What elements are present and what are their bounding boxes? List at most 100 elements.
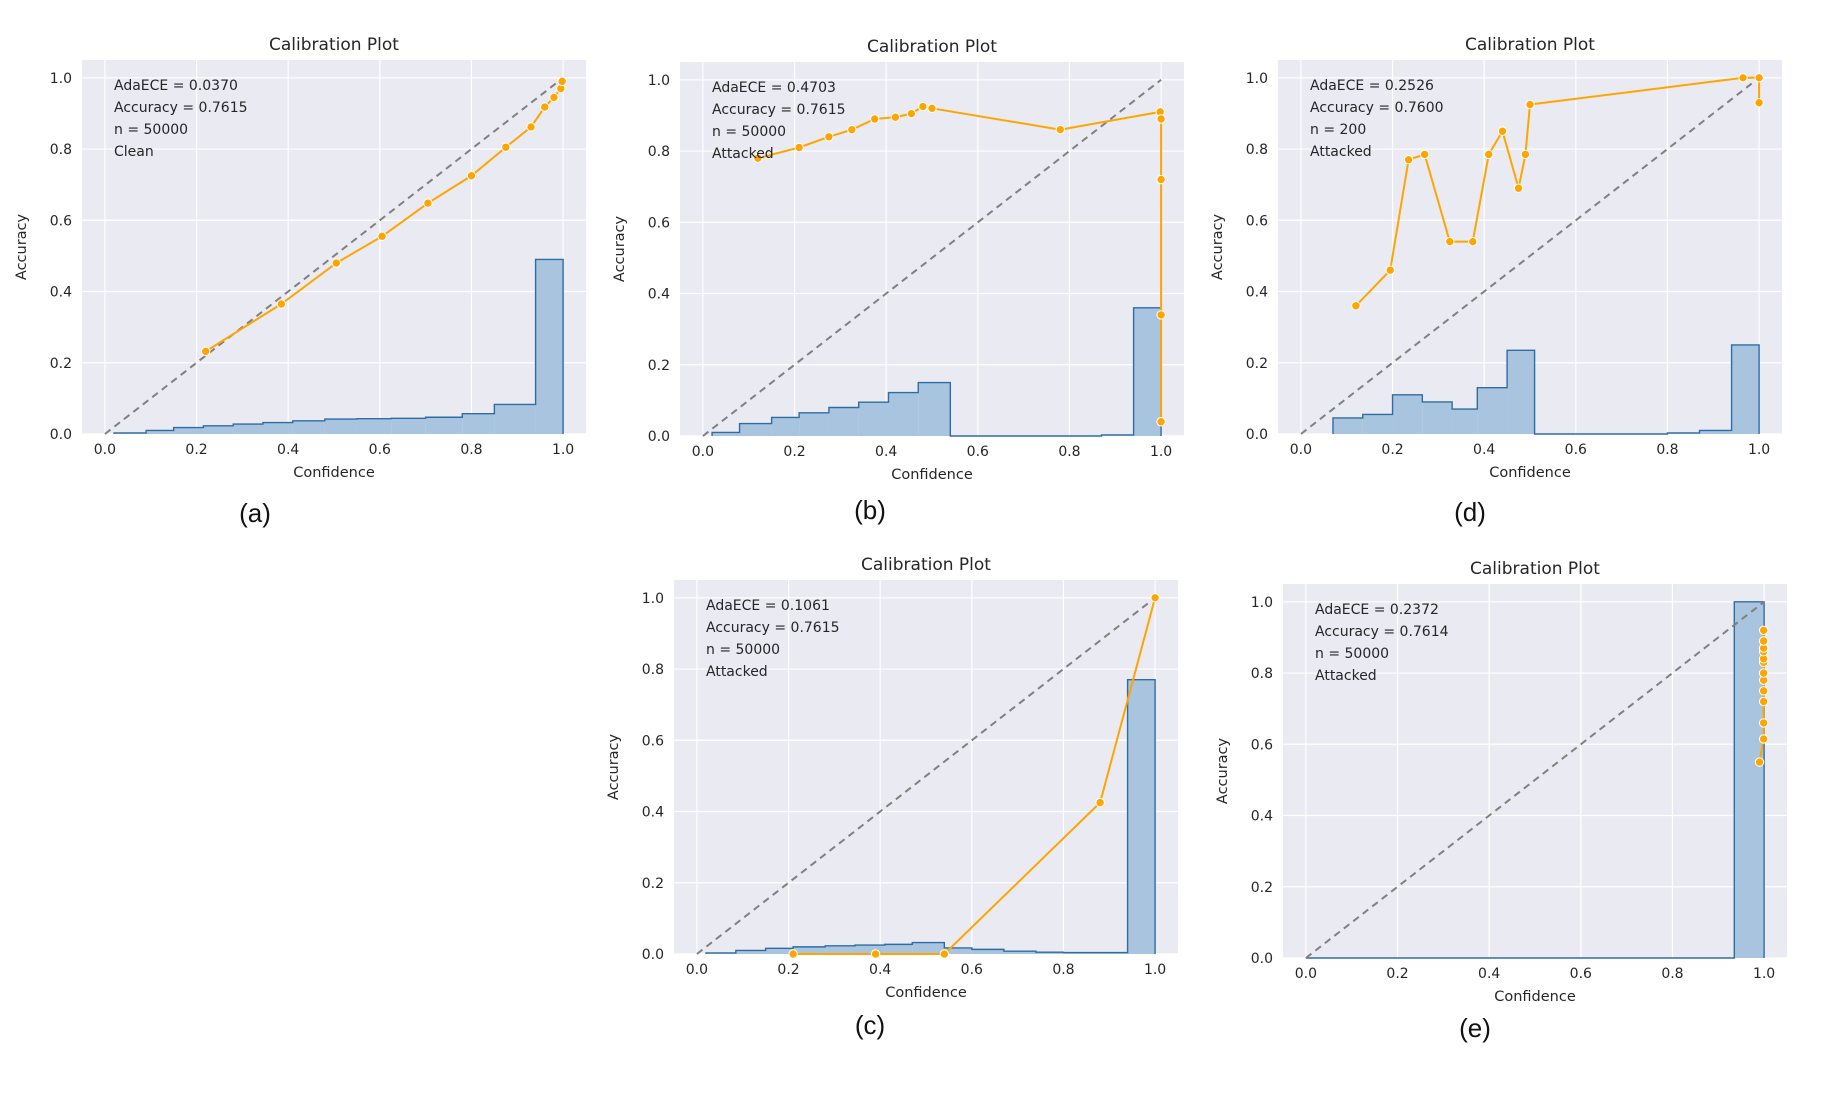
- metric-annotation: Accuracy = 0.7600: [1310, 100, 1444, 116]
- reliability-point: [540, 102, 550, 112]
- x-tick-label: 0.0: [1295, 966, 1317, 982]
- histogram-bar: [735, 950, 766, 954]
- metric-annotation: Accuracy = 0.7615: [114, 100, 248, 116]
- reliability-point: [276, 299, 287, 309]
- y-axis-label: Accuracy: [612, 215, 628, 282]
- reliability-point: [1419, 149, 1430, 160]
- histogram-bar: [1362, 414, 1393, 434]
- histogram-bar: [971, 949, 1004, 954]
- reliability-point: [927, 103, 937, 114]
- y-axis-label: Accuracy: [1210, 213, 1226, 280]
- reliability-point: [1484, 149, 1494, 160]
- reliability-point: [1468, 236, 1478, 247]
- reliability-point: [1403, 155, 1414, 165]
- reliability-point: [1758, 734, 1769, 744]
- y-axis-label: Accuracy: [1215, 737, 1231, 804]
- x-tick-label: 0.2: [185, 442, 207, 458]
- subfigure-caption: (b): [854, 495, 886, 525]
- reliability-point: [824, 132, 834, 142]
- reliability-point: [1754, 98, 1764, 108]
- metric-annotation: Accuracy = 0.7615: [712, 102, 846, 118]
- y-axis-label: Accuracy: [606, 733, 622, 800]
- plot-area: [82, 60, 586, 434]
- reliability-point: [753, 153, 763, 163]
- reliability-point: [906, 108, 917, 119]
- histogram-bar: [203, 425, 234, 434]
- chart-title: Calibration Plot: [861, 555, 991, 575]
- histogram-bar: [712, 432, 740, 436]
- metric-annotation: AdaECE = 0.4703: [712, 80, 836, 96]
- x-tick-label: 0.8: [1058, 444, 1080, 460]
- metric-annotation: AdaECE = 0.2372: [1315, 602, 1439, 618]
- x-tick-label: 0.2: [1386, 966, 1408, 982]
- histogram-bar: [324, 419, 357, 434]
- reliability-point: [1758, 668, 1769, 678]
- y-tick-label: 1.0: [648, 73, 670, 89]
- reliability-point: [466, 171, 477, 181]
- histogram-bar: [146, 430, 174, 434]
- x-tick-label: 0.0: [686, 962, 708, 978]
- x-tick-label: 0.4: [1473, 442, 1495, 458]
- reliability-point: [1525, 99, 1535, 110]
- y-tick-label: 0.0: [1246, 427, 1268, 443]
- reliability-point: [847, 124, 857, 135]
- reliability-point: [1758, 686, 1769, 696]
- histogram-bar: [1035, 952, 1064, 954]
- histogram-bar: [1003, 951, 1036, 954]
- chart-panel-c: 0.0 0.2 0.4 0.6 0.8 1.0 0.0 0.2 0.4 0.6 0.8 1.0 AdaE…: [600, 540, 1200, 1010]
- chart-title: Calibration Plot: [1470, 559, 1600, 579]
- chart-panel-d: 0.0 0.2 0.4 0.6 0.8 1.0 0.0 0.2 0.4 0.6 0.8 1.0 AdaE…: [1200, 20, 1800, 490]
- reliability-point: [1351, 301, 1361, 311]
- x-tick-label: 0.2: [783, 444, 805, 460]
- reliability-point: [1156, 310, 1166, 320]
- y-tick-label: 0.6: [1246, 213, 1268, 229]
- y-tick-label: 0.4: [1251, 809, 1273, 825]
- histogram-bar: [356, 418, 392, 434]
- chart-panel-e: 0.0 0.2 0.4 0.6 0.8 1.0 0.0 0.2 0.4 0.6 0.8 1.0 AdaE…: [1200, 540, 1800, 1010]
- x-tick-label: 0.6: [1570, 966, 1592, 982]
- histogram-outline: [705, 679, 1156, 954]
- reliability-point: [890, 112, 901, 122]
- chart-svg-e: 0.0 0.2 0.4 0.6 0.8 1.0 0.0 0.2 0.4 0.6 0.8 1.0 AdaE…: [1215, 559, 1787, 1005]
- y-tick-label: 0.4: [1246, 285, 1268, 301]
- y-tick-label: 0.2: [1246, 356, 1268, 372]
- x-tick-label: 1.0: [1748, 442, 1770, 458]
- histogram-bar: [825, 945, 855, 954]
- histogram-bar: [765, 948, 794, 954]
- y-tick-label: 0.4: [642, 805, 664, 821]
- chart-title: Calibration Plot: [867, 37, 997, 57]
- chart-title: Calibration Plot: [1465, 35, 1595, 55]
- plot-area: [680, 62, 1184, 436]
- metric-annotation: n = 50000: [114, 122, 188, 138]
- histogram-bar: [888, 392, 919, 436]
- x-tick-label: 1.0: [1753, 966, 1775, 982]
- metric-annotation: AdaECE = 0.2526: [1310, 78, 1434, 94]
- y-tick-label: 0.6: [50, 213, 72, 229]
- metric-annotation: Attacked: [712, 146, 774, 162]
- reliability-point: [201, 346, 211, 357]
- y-tick-label: 1.0: [1251, 595, 1273, 611]
- histogram-outline: [711, 307, 1162, 437]
- histogram-bar: [1063, 952, 1096, 954]
- y-tick-label: 0.8: [1246, 142, 1268, 158]
- x-tick-label: 0.0: [1290, 442, 1312, 458]
- histogram-bar: [918, 382, 951, 436]
- y-tick-label: 0.2: [642, 876, 664, 892]
- perfect-calibration-line: [104, 77, 564, 435]
- y-tick-label: 0.0: [648, 429, 670, 445]
- reliability-point: [918, 101, 928, 112]
- x-axis-label: Confidence: [1489, 465, 1571, 481]
- reliability-point: [1738, 73, 1748, 83]
- histogram-bar: [173, 427, 204, 434]
- histogram-bar: [535, 259, 564, 434]
- reliability-point: [1758, 636, 1769, 646]
- subfigure-caption: (a): [239, 498, 271, 528]
- reliability-point: [1754, 757, 1765, 767]
- y-tick-label: 0.0: [642, 947, 664, 963]
- histogram-bar: [462, 413, 495, 434]
- metric-annotation: Attacked: [1315, 668, 1377, 684]
- x-tick-label: 0.8: [1656, 442, 1678, 458]
- reliability-point: [788, 949, 798, 959]
- metric-annotation: n = 200: [1310, 122, 1366, 138]
